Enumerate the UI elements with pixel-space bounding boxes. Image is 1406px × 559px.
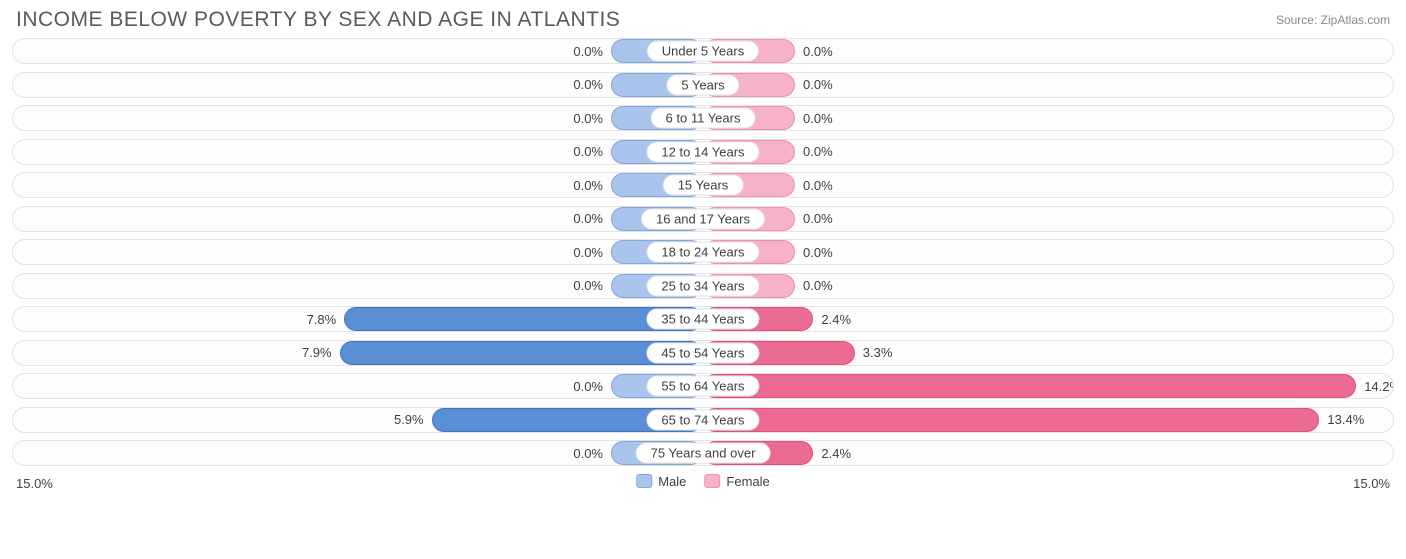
female-value: 0.0%	[795, 207, 833, 231]
axis-max-right: 15.0%	[1353, 476, 1390, 491]
chart-body: 0.0%0.0%Under 5 Years0.0%0.0%5 Years0.0%…	[0, 38, 1406, 466]
bar-track: 7.8% 2.4% 35 to 44 Years	[12, 306, 1394, 332]
category-label: 25 to 34 Years	[646, 275, 759, 296]
male-value: 0.0%	[573, 140, 611, 164]
male-value: 0.0%	[573, 173, 611, 197]
bar-track: 0.0% 0.0% 25 to 34 Years	[12, 273, 1394, 299]
category-label: 35 to 44 Years	[646, 309, 759, 330]
male-value: 0.0%	[573, 441, 611, 465]
female-value: 0.0%	[795, 140, 833, 164]
female-bar	[703, 408, 1319, 432]
female-value: 0.0%	[795, 106, 833, 130]
category-label: 65 to 74 Years	[646, 409, 759, 430]
category-label: 6 to 11 Years	[651, 108, 756, 129]
female-value: 13.4%	[1319, 408, 1364, 432]
bar-track: 0.0% 0.0% 15 Years	[12, 172, 1394, 198]
chart-source: Source: ZipAtlas.com	[1276, 13, 1390, 27]
category-label: 75 Years and over	[636, 443, 771, 464]
male-value: 0.0%	[573, 240, 611, 264]
male-value: 5.9%	[394, 408, 432, 432]
category-label: 5 Years	[666, 74, 739, 95]
legend: Male Female	[636, 474, 770, 489]
category-label: 55 to 64 Years	[646, 376, 759, 397]
female-value: 3.3%	[855, 341, 893, 365]
male-value: 0.0%	[573, 39, 611, 63]
male-value: 7.8%	[307, 307, 345, 331]
category-label: 18 to 24 Years	[646, 242, 759, 263]
bar-track: 0.0% 0.0% 5 Years	[12, 72, 1394, 98]
male-value: 7.9%	[302, 341, 340, 365]
bar-track: 0.0% 0.0% Under 5 Years	[12, 38, 1394, 64]
bar-track: 7.9% 3.3% 45 to 54 Years	[12, 340, 1394, 366]
bar-track: 0.0% 0.0% 6 to 11 Years	[12, 105, 1394, 131]
bar-track: 0.0% 2.4% 75 Years and over	[12, 440, 1394, 466]
legend-male-swatch	[636, 474, 652, 488]
male-value: 0.0%	[573, 274, 611, 298]
bar-track: 0.0% 0.0% 18 to 24 Years	[12, 239, 1394, 265]
female-value: 0.0%	[795, 73, 833, 97]
category-label: 12 to 14 Years	[646, 141, 759, 162]
legend-male: Male	[636, 474, 686, 489]
male-value: 0.0%	[573, 73, 611, 97]
legend-female-label: Female	[726, 474, 769, 489]
female-value: 0.0%	[795, 240, 833, 264]
female-bar	[703, 374, 1356, 398]
male-value: 0.0%	[573, 374, 611, 398]
legend-female-swatch	[704, 474, 720, 488]
axis-row: 15.0% Male Female 15.0%	[0, 474, 1406, 498]
chart-title: INCOME BELOW POVERTY BY SEX AND AGE IN A…	[16, 8, 620, 32]
category-label: 16 and 17 Years	[641, 208, 765, 229]
chart-header: INCOME BELOW POVERTY BY SEX AND AGE IN A…	[0, 0, 1406, 38]
male-value: 0.0%	[573, 106, 611, 130]
legend-male-label: Male	[658, 474, 686, 489]
legend-female: Female	[704, 474, 769, 489]
female-value: 14.2%	[1356, 374, 1394, 398]
bar-track: 0.0% 14.2% 55 to 64 Years	[12, 373, 1394, 399]
bar-track: 0.0% 0.0% 16 and 17 Years	[12, 206, 1394, 232]
female-value: 0.0%	[795, 274, 833, 298]
female-value: 0.0%	[795, 173, 833, 197]
bar-track: 5.9% 13.4% 65 to 74 Years	[12, 407, 1394, 433]
male-value: 0.0%	[573, 207, 611, 231]
category-label: 45 to 54 Years	[646, 342, 759, 363]
category-label: Under 5 Years	[647, 41, 759, 62]
female-value: 2.4%	[813, 307, 851, 331]
axis-max-left: 15.0%	[16, 476, 53, 491]
bar-track: 0.0% 0.0% 12 to 14 Years	[12, 139, 1394, 165]
category-label: 15 Years	[663, 175, 744, 196]
female-value: 2.4%	[813, 441, 851, 465]
female-value: 0.0%	[795, 39, 833, 63]
